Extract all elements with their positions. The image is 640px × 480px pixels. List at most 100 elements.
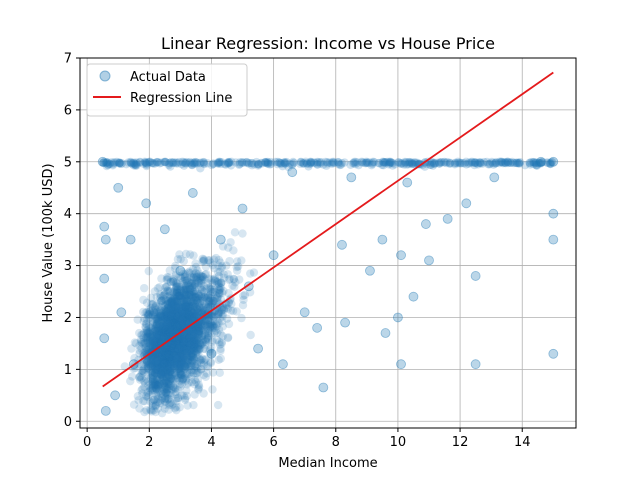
density-dot	[186, 312, 195, 321]
density-dot	[147, 407, 156, 416]
density-dot	[160, 305, 169, 314]
density-dot	[196, 309, 205, 318]
density-dot	[148, 363, 157, 372]
density-dot	[144, 359, 153, 368]
density-dot	[203, 293, 212, 303]
density-dot	[150, 358, 159, 367]
density-dot	[186, 335, 196, 344]
density-dot	[183, 278, 192, 288]
density-dot	[172, 375, 181, 385]
density-dot	[185, 278, 194, 287]
density-dot	[175, 311, 185, 320]
density-dot	[168, 342, 178, 351]
density-dot	[179, 312, 188, 322]
density-dot	[218, 322, 227, 331]
density-dot	[150, 368, 159, 377]
density-dot	[208, 336, 217, 345]
density-dot	[209, 275, 218, 284]
density-dot	[197, 340, 206, 349]
density-dot	[166, 311, 176, 321]
density-dot	[213, 310, 223, 320]
density-dot	[171, 301, 180, 311]
density-dot	[178, 316, 187, 325]
density-dot	[186, 285, 195, 294]
density-dot	[177, 344, 187, 353]
density-dot	[114, 158, 123, 167]
density-dot	[173, 279, 182, 288]
density-dot	[157, 357, 167, 366]
density-dot	[203, 304, 212, 313]
density-dot	[154, 348, 164, 358]
density-dot	[163, 330, 173, 339]
density-dot	[195, 304, 205, 314]
density-dot	[158, 350, 167, 359]
density-dot	[173, 338, 183, 348]
data-point	[116, 307, 127, 318]
density-dot	[157, 395, 167, 404]
density-dot	[204, 292, 213, 301]
density-dot	[188, 331, 198, 341]
density-dot	[194, 324, 203, 334]
density-dot	[149, 395, 158, 405]
density-dot	[151, 325, 160, 334]
density-dot	[143, 331, 153, 340]
density-dot	[170, 337, 180, 346]
density-dot	[187, 313, 197, 322]
density-dot	[177, 339, 187, 348]
density-dot	[163, 347, 172, 357]
density-dot	[162, 343, 172, 352]
density-dot	[162, 328, 171, 337]
density-dot	[156, 328, 166, 337]
density-dot	[190, 346, 200, 356]
density-dot	[164, 395, 173, 404]
density-dot	[142, 336, 152, 345]
density-dot	[179, 313, 188, 322]
density-dot	[174, 336, 184, 346]
density-dot	[182, 316, 192, 326]
density-dot	[187, 358, 196, 367]
density-dot	[167, 336, 177, 345]
density-dot	[176, 366, 186, 376]
density-dot	[184, 329, 193, 338]
density-dot	[216, 309, 226, 318]
density-dot	[204, 296, 214, 305]
density-dot	[160, 290, 170, 299]
density-dot	[188, 300, 197, 310]
density-dot	[167, 360, 176, 370]
density-dot	[189, 328, 199, 337]
density-dot	[210, 294, 220, 303]
density-dot	[150, 340, 159, 349]
density-dot	[166, 317, 175, 326]
x-tick-label: 10	[390, 435, 407, 450]
density-dot	[172, 336, 182, 346]
density-dot	[157, 350, 166, 359]
density-dot	[192, 344, 201, 353]
density-dot	[187, 352, 196, 361]
density-dot	[194, 278, 203, 288]
density-dot	[165, 294, 175, 303]
density-dot	[180, 331, 189, 341]
density-dot	[209, 159, 218, 169]
density-dot	[166, 367, 175, 376]
density-dot	[196, 356, 205, 365]
density-dot	[158, 299, 168, 308]
density-dot	[193, 327, 202, 337]
data-point	[268, 250, 279, 261]
density-dot	[172, 288, 182, 297]
density-dot	[193, 307, 202, 316]
density-dot	[169, 308, 179, 318]
density-dot	[165, 323, 174, 333]
density-dot	[158, 359, 168, 368]
density-dot	[179, 343, 189, 353]
y-tick-label: 1	[64, 363, 72, 378]
density-dot	[183, 370, 193, 379]
density-dot	[143, 310, 152, 319]
density-dot	[137, 344, 146, 353]
density-dot	[214, 288, 224, 297]
density-dot	[160, 368, 170, 377]
density-dot	[176, 334, 186, 344]
density-dot	[205, 321, 214, 330]
density-dot	[199, 303, 208, 312]
density-dot	[189, 342, 198, 351]
density-dot	[154, 360, 163, 369]
